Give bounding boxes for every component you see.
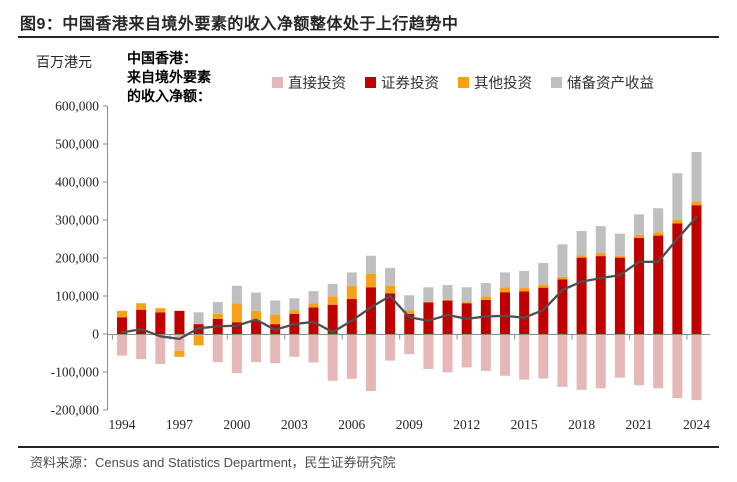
y-axis-unit-label: 百万港元 [36, 56, 92, 71]
chart-legend: 直接投资 证券投资 其他投资 储备资产收益 [272, 72, 654, 93]
svg-text:200,000: 200,000 [55, 251, 99, 266]
legend-item-direct-investment: 直接投资 [272, 72, 346, 93]
legend-item-reserve-assets: 储备资产收益 [551, 72, 654, 93]
svg-text:2018: 2018 [568, 417, 595, 432]
legend-label: 其他投资 [474, 76, 532, 92]
title-rule [18, 36, 719, 38]
svg-text:0: 0 [92, 327, 99, 342]
annotation-line-2: 来自境外要素 [127, 69, 211, 85]
svg-text:1997: 1997 [166, 417, 193, 432]
legend-label: 直接投资 [288, 76, 346, 92]
svg-text:300,000: 300,000 [55, 213, 99, 228]
legend-label: 证券投资 [381, 76, 439, 92]
svg-text:2024: 2024 [683, 417, 710, 432]
svg-text:2006: 2006 [338, 417, 365, 432]
svg-text:2003: 2003 [281, 417, 308, 432]
legend-label: 储备资产收益 [567, 76, 654, 92]
legend-item-other-investment: 其他投资 [458, 72, 532, 93]
svg-text:-100,000: -100,000 [51, 365, 100, 380]
annotation-line-3: 的收入净额： [127, 88, 211, 104]
svg-text:2015: 2015 [511, 417, 538, 432]
svg-text:-200,000: -200,000 [51, 403, 100, 418]
svg-text:2012: 2012 [453, 417, 480, 432]
svg-text:600,000: 600,000 [55, 99, 99, 114]
source-text: 资料来源：Census and Statistics Department，民生… [30, 455, 396, 470]
svg-text:500,000: 500,000 [55, 137, 99, 152]
svg-text:1994: 1994 [109, 417, 136, 432]
figure-title: 图9：中国香港来自境外要素的收入净额整体处于上行趋势中 [20, 16, 459, 33]
chart-annotation: 中国香港： 来自境外要素 的收入净额： [127, 49, 247, 106]
annotation-line-1: 中国香港： [127, 50, 197, 66]
legend-swatch-direct-investment [272, 77, 283, 88]
svg-text:400,000: 400,000 [55, 175, 99, 190]
svg-text:2009: 2009 [396, 417, 423, 432]
legend-swatch-reserve-assets [551, 77, 562, 88]
legend-item-portfolio-investment: 证券投资 [365, 72, 439, 93]
svg-text:100,000: 100,000 [55, 289, 99, 304]
svg-text:2000: 2000 [223, 417, 250, 432]
legend-swatch-other-investment [458, 77, 469, 88]
legend-swatch-portfolio-investment [365, 77, 376, 88]
footer-rule [18, 446, 719, 448]
svg-text:2021: 2021 [626, 417, 653, 432]
